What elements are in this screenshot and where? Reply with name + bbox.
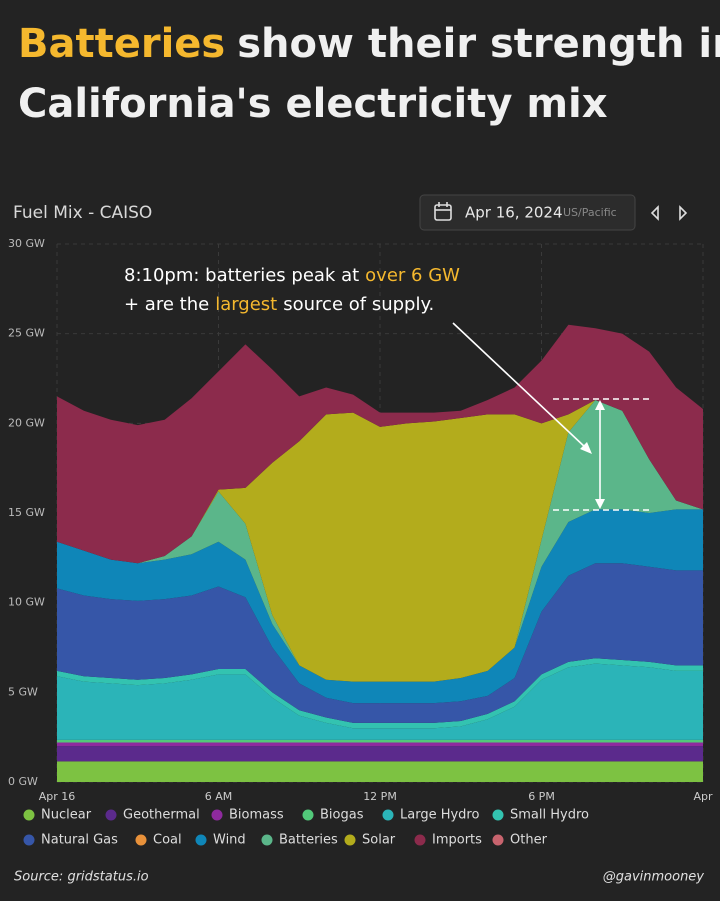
- annotation-text: source of supply.: [283, 294, 434, 315]
- legend-label: Solar: [362, 833, 396, 848]
- legend-swatch: [105, 809, 117, 821]
- area: [57, 324, 703, 564]
- next-button[interactable]: [679, 205, 688, 221]
- y-tick-label: 0 GW: [8, 775, 38, 788]
- legend-label: Geothermal: [123, 808, 200, 823]
- legend-label: Wind: [213, 833, 246, 848]
- title-line-2: California's electricity mix: [18, 81, 608, 127]
- legend-label: Small Hydro: [510, 808, 589, 823]
- x-tick-label: 6 PM: [528, 790, 555, 803]
- x-tick-label: 12 PM: [363, 790, 397, 803]
- area: [57, 400, 703, 682]
- legend-label: Biomass: [229, 808, 284, 823]
- area: [57, 658, 703, 729]
- source: Source: gridstatus.io: [14, 870, 149, 885]
- date-picker[interactable]: [419, 194, 636, 231]
- y-tick-label: 30 GW: [8, 237, 45, 250]
- legend-label: Nuclear: [41, 808, 92, 823]
- area: [57, 742, 703, 747]
- y-tick-label: 15 GW: [8, 506, 45, 519]
- x-tick-label: Apr: [693, 790, 713, 803]
- legend-swatch: [195, 834, 207, 846]
- area: [57, 663, 703, 740]
- legend-swatch: [382, 809, 394, 821]
- legend-swatch: [344, 834, 356, 846]
- legend-label: Other: [510, 833, 548, 848]
- calendar-icon: [434, 202, 452, 221]
- area: [57, 761, 703, 782]
- prev-button[interactable]: [650, 205, 659, 221]
- x-tick-label: Apr 16: [39, 790, 76, 803]
- legend-swatch: [211, 809, 223, 821]
- area: [57, 400, 703, 682]
- title-rest: show their strength in: [237, 21, 720, 67]
- legend-swatch: [302, 809, 314, 821]
- area: [57, 509, 703, 704]
- legend-swatch: [261, 834, 273, 846]
- legend-swatch: [492, 834, 504, 846]
- legend-swatch: [23, 809, 35, 821]
- legend-swatch: [414, 834, 426, 846]
- annotation-line-1: 8:10pm: batteries peak at over 6 GW: [124, 265, 460, 286]
- annotation-highlight: over 6 GW: [365, 265, 460, 286]
- annotation-marks: [452, 322, 653, 511]
- area: [57, 739, 703, 743]
- legend-swatch: [23, 834, 35, 846]
- annotation-line-2: + are the largest source of supply.: [124, 294, 434, 315]
- timezone: US/Pacific: [563, 206, 617, 219]
- legend-label: Batteries: [279, 833, 338, 848]
- area: [57, 746, 703, 762]
- plot: 0 GW 5 GW 10 GW 15 GW 20 GW 25 GW 30 GW Apr 16 6…: [8, 237, 713, 803]
- credit: @gavinmooney: [603, 870, 705, 885]
- annotation-text: 8:10pm: batteries peak at: [124, 265, 359, 286]
- widget-name: Fuel Mix - CAISO: [13, 203, 152, 223]
- title: Batteries show their strength in: [18, 21, 720, 67]
- legend-label: Natural Gas: [41, 833, 118, 848]
- date: Apr 16, 2024: [465, 204, 563, 222]
- legend-label: Imports: [432, 833, 482, 848]
- area: [57, 563, 703, 723]
- legend-label: Coal: [153, 833, 182, 848]
- y-tick-label: 20 GW: [8, 416, 45, 429]
- annotation-highlight: largest: [215, 294, 277, 315]
- legend-swatch: [135, 834, 147, 846]
- legend-swatch: [492, 809, 504, 821]
- x-tick-label: 6 AM: [205, 790, 233, 803]
- y-tick-label: 25 GW: [8, 327, 45, 340]
- legend-label: Large Hydro: [400, 808, 479, 823]
- y-tick-label: 10 GW: [8, 596, 45, 609]
- annotation-text: + are the: [124, 294, 209, 315]
- y-tick-label: 5 GW: [8, 685, 38, 698]
- title-highlight: Batteries: [18, 21, 225, 67]
- legend-label: Biogas: [320, 808, 364, 823]
